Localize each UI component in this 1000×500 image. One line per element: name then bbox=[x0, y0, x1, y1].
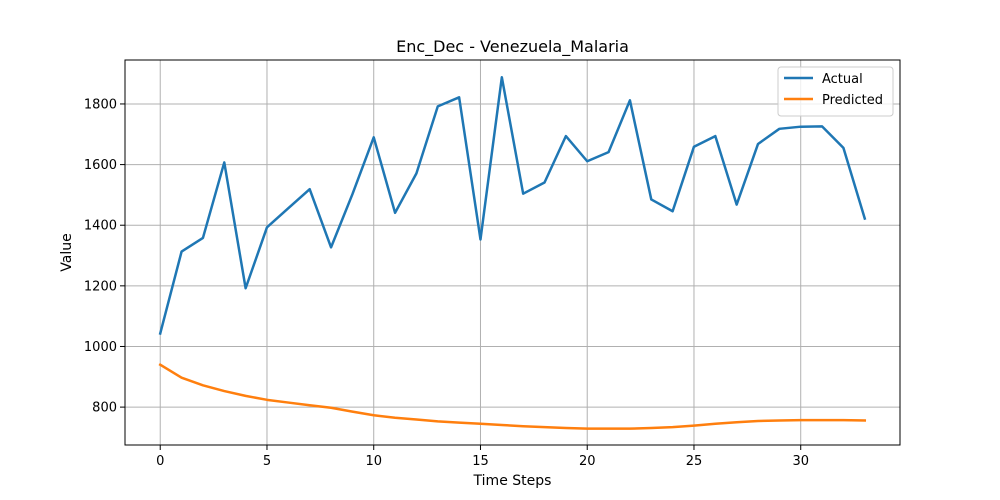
series-line-predicted bbox=[158, 362, 867, 430]
y-axis-label: Value bbox=[59, 233, 75, 271]
x-tick-label: 25 bbox=[686, 454, 703, 469]
y-tick-label: 1000 bbox=[84, 340, 117, 355]
axes-frame bbox=[124, 59, 901, 446]
x-tick-label: 5 bbox=[263, 454, 271, 469]
legend-label-predicted: Predicted bbox=[822, 93, 883, 108]
axes bbox=[124, 59, 901, 446]
plot-area bbox=[125, 60, 900, 445]
x-tick-label: 30 bbox=[792, 454, 809, 469]
grid bbox=[125, 60, 900, 445]
chart-title: Enc_Dec - Venezuela_Malaria bbox=[396, 37, 629, 57]
y-tick-label: 1200 bbox=[84, 279, 117, 294]
series-line-actual bbox=[158, 76, 867, 335]
x-tick-label: 0 bbox=[156, 454, 164, 469]
series-lines bbox=[158, 76, 867, 430]
x-tick-label: 10 bbox=[365, 454, 382, 469]
legend-label-actual: Actual bbox=[822, 72, 863, 87]
y-tick-label: 1800 bbox=[84, 97, 117, 112]
legend: Actual Predicted bbox=[777, 66, 894, 117]
x-axis-label: Time Steps bbox=[473, 473, 552, 489]
y-tick-label: 1400 bbox=[84, 219, 117, 234]
tick-marks: 0 5 10 15 20 25 30 800 1000 1200 1400 1600 1800 bbox=[84, 97, 809, 469]
x-tick-label: 20 bbox=[579, 454, 596, 469]
y-tick-label: 800 bbox=[92, 401, 117, 416]
x-tick-label: 15 bbox=[472, 454, 489, 469]
y-tick-label: 1600 bbox=[84, 158, 117, 173]
